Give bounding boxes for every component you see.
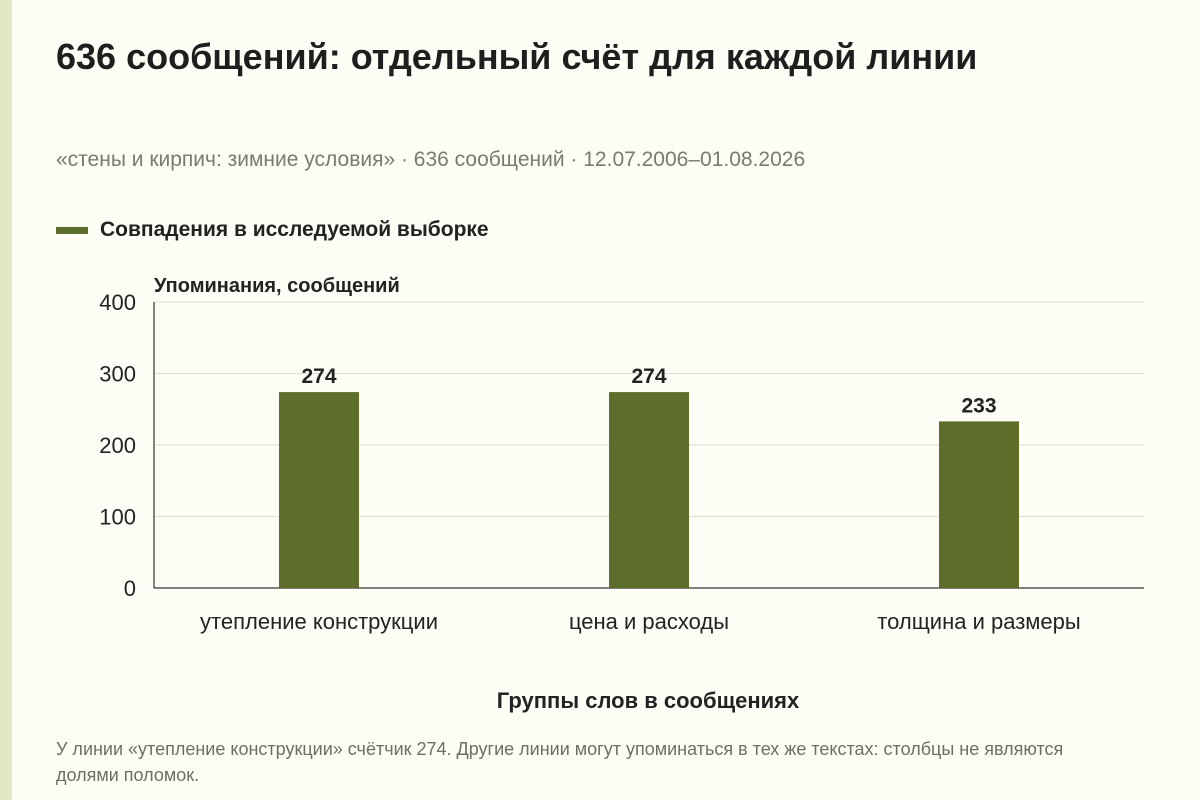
y-tick-label: 400	[99, 290, 136, 315]
y-tick-label: 0	[124, 576, 136, 601]
x-tick-label: толщина и размеры	[877, 609, 1080, 634]
data-labels: 274 274 233	[301, 365, 996, 417]
x-tick-label: утепление конструкции	[200, 609, 438, 634]
legend-swatch	[56, 226, 88, 234]
chart-subtitle: «стены и кирпич: зимние условия» · 636 с…	[56, 148, 806, 171]
x-axis-label: Группы слов в сообщениях	[497, 688, 800, 713]
data-label: 274	[301, 365, 336, 388]
tick-labels: 0 100 200 300 400 утепление конструкции цена и…	[99, 290, 1080, 634]
y-tick-label: 200	[99, 433, 136, 458]
bar	[609, 392, 689, 588]
legend-label: Совпадения в исследуемой выборке	[100, 218, 489, 241]
footnote: У линии «утепление конструкции» счётчик …	[56, 739, 1064, 785]
y-axis-label: Упоминания, сообщений	[154, 275, 400, 297]
bar	[279, 392, 359, 588]
x-tick-label: цена и расходы	[569, 609, 729, 634]
chart-title: 636 сообщений: отдельный счёт для каждой…	[56, 36, 978, 77]
bar	[939, 421, 1019, 588]
y-tick-label: 300	[99, 362, 136, 387]
legend: Совпадения в исследуемой выборке	[56, 218, 489, 242]
accent-strip	[0, 0, 12, 800]
data-label: 233	[961, 394, 996, 417]
bars	[279, 392, 1019, 588]
data-label: 274	[631, 365, 666, 388]
y-tick-label: 100	[99, 505, 136, 530]
